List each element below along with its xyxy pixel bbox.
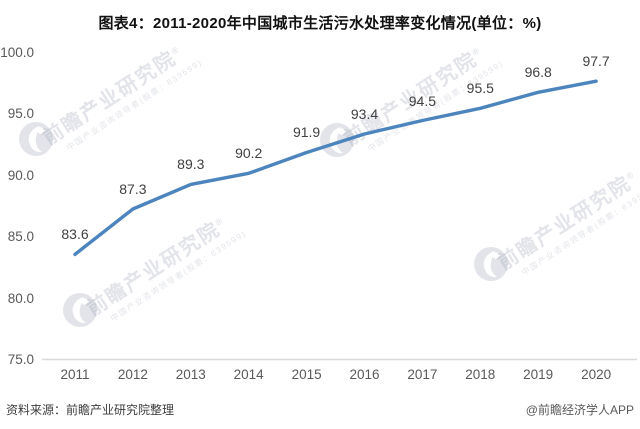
data-point-label: 95.5 — [466, 80, 494, 97]
x-axis-tick-label: 2020 — [581, 367, 612, 382]
data-point-label: 87.3 — [119, 180, 147, 197]
x-axis-tick-label: 2015 — [291, 367, 322, 382]
series-line — [73, 79, 598, 257]
x-axis-tick-label: 2017 — [407, 367, 438, 382]
x-axis-tick-label: 2019 — [523, 367, 554, 382]
x-axis-tick-label: 2014 — [233, 367, 264, 382]
y-axis-tick-label: 80.0 — [7, 290, 34, 306]
chart-title: 图表4：2011-2020年中国城市生活污水处理率变化情况(单位：%) — [98, 15, 542, 32]
data-point-label: 93.4 — [350, 106, 379, 123]
x-axis-tick-label: 2012 — [117, 367, 148, 382]
x-axis-tick-label: 2016 — [349, 367, 380, 382]
x-axis-tick-label: 2011 — [60, 367, 90, 382]
data-point-label: 91.9 — [292, 124, 321, 141]
source-note: 资料来源：前瞻产业研究院整理 — [6, 403, 175, 417]
y-axis-tick-label: 100.0 — [0, 45, 34, 60]
data-point-label: 94.5 — [408, 92, 437, 109]
credit-note: @前瞻经济学人APP — [525, 403, 634, 417]
x-axis-tick-label: 2013 — [175, 367, 206, 382]
data-point-label: 96.8 — [524, 64, 552, 81]
data-point-label: 89.3 — [177, 156, 205, 173]
data-point-label: 90.2 — [235, 145, 263, 162]
x-axis-tick-label: 2018 — [465, 367, 496, 382]
data-point-label: 83.6 — [61, 226, 89, 243]
y-axis-tick-label: 90.0 — [7, 167, 34, 183]
y-axis-tick-label: 85.0 — [7, 229, 34, 245]
data-point-label: 97.7 — [582, 53, 610, 70]
y-axis-tick-label: 95.0 — [7, 106, 34, 122]
y-axis-tick-label: 75.0 — [7, 352, 34, 367]
